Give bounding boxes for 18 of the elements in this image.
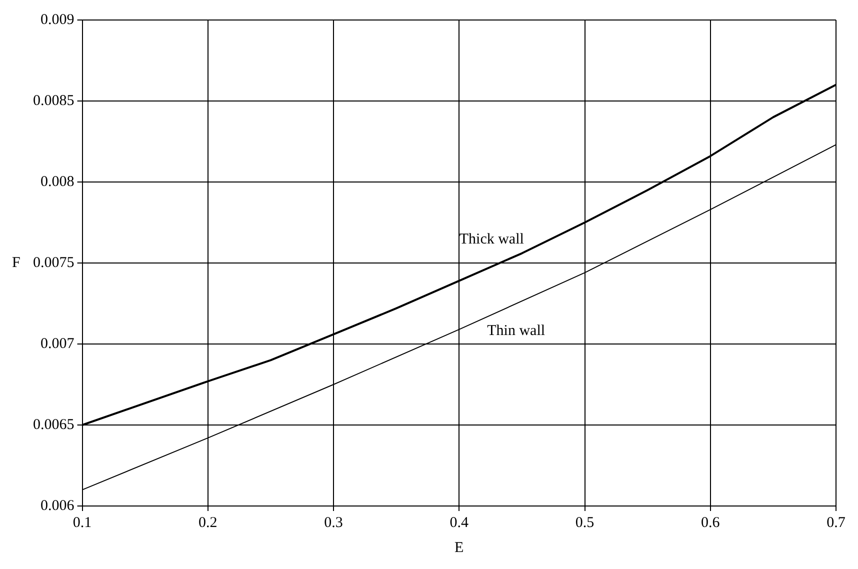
- y-tick-label: 0.0065: [33, 416, 74, 433]
- y-axis-title: F: [12, 254, 20, 271]
- y-tick-label: 0.008: [40, 174, 74, 190]
- series-label: Thick wall: [459, 232, 524, 248]
- y-tick-label: 0.0075: [33, 254, 74, 271]
- x-tick-label: 0.3: [324, 514, 343, 531]
- series-label: Thin wall: [487, 322, 546, 339]
- y-tick-label: 0.0085: [33, 92, 74, 109]
- y-tick-label: 0.007: [40, 336, 75, 352]
- x-axis-title: E: [454, 540, 464, 556]
- x-tick-label: 0.2: [198, 514, 218, 531]
- x-tick-label: 0.6: [701, 514, 720, 531]
- y-tick-label: 0.006: [40, 498, 75, 514]
- y-tick-label: 0.009: [40, 12, 74, 28]
- x-tick-label: 0.7: [826, 514, 846, 531]
- x-tick-label: 0.4: [450, 514, 469, 531]
- x-tick-label: 0.1: [72, 514, 92, 531]
- x-tick-label: 0.5: [575, 514, 594, 531]
